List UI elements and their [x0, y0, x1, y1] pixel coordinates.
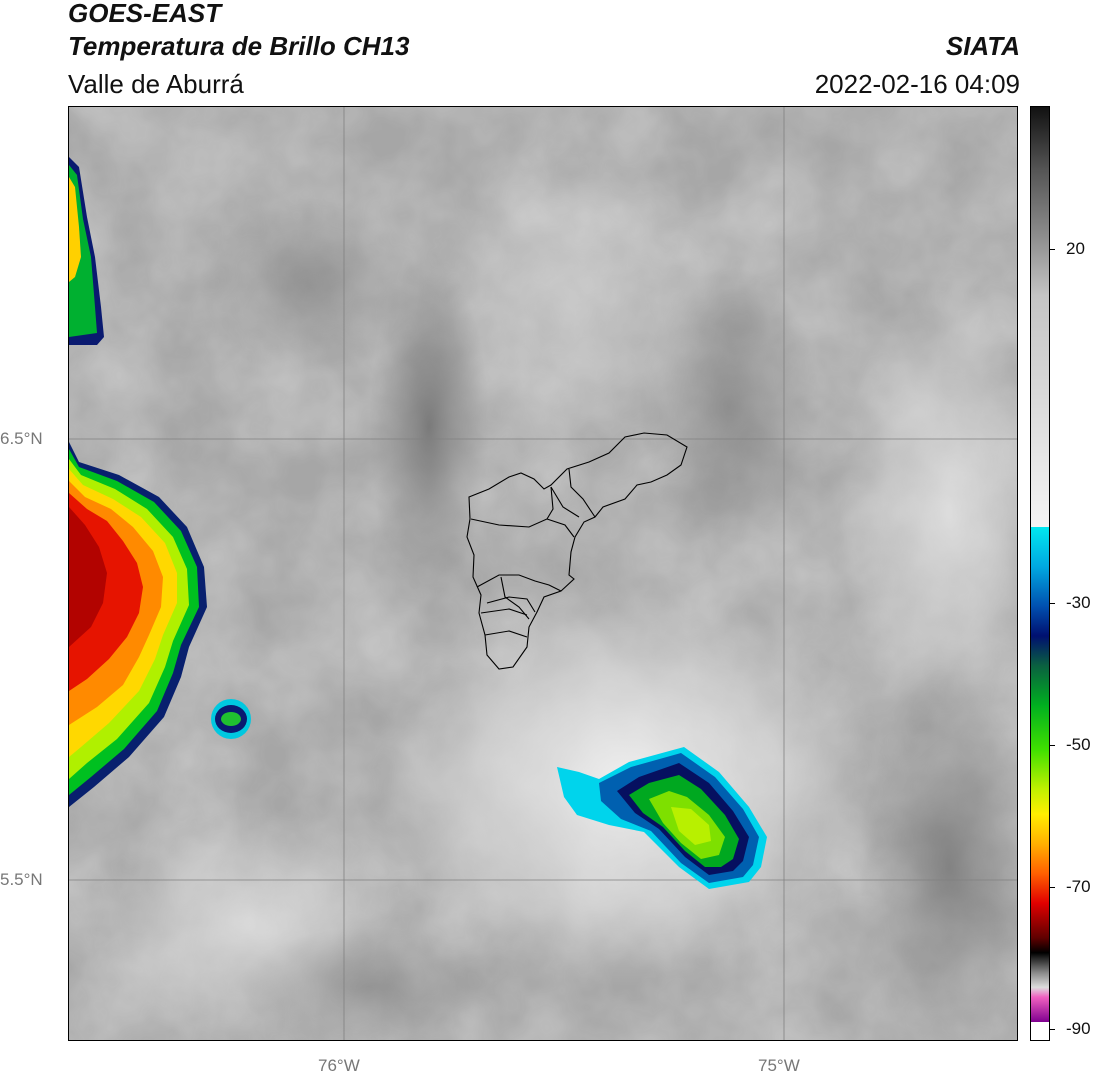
organization-label: SIATA — [945, 31, 1020, 61]
colorbar-label: 20 — [1066, 239, 1085, 258]
colorbar-tick — [1049, 603, 1055, 604]
colorbar-label: -70 — [1066, 877, 1091, 896]
dark-region — [859, 667, 1017, 1040]
colorbar-label: -90 — [1066, 1019, 1091, 1038]
lat-tick-label: 6.5°N — [0, 429, 43, 448]
aburra-valley-boundary — [466, 432, 688, 670]
timestamp-label: 2022-02-16 04:09 — [814, 69, 1020, 99]
lon-tick-label: 76°W — [318, 1056, 360, 1075]
region-label: Valle de Aburrá — [68, 69, 244, 99]
dark-region — [199, 197, 419, 377]
satellite-title: GOES-EAST — [68, 0, 222, 28]
lon-tick-label: 75°W — [758, 1056, 800, 1075]
storm-cell-small — [211, 699, 251, 739]
colorbar-tick — [1049, 745, 1055, 746]
colorbar-tick — [1049, 887, 1055, 888]
colorbar-tick — [1049, 249, 1055, 250]
dark-region — [369, 257, 489, 597]
colorbar-tick — [1049, 1029, 1055, 1030]
dark-region — [639, 267, 819, 547]
colorbar-label: -50 — [1066, 735, 1091, 754]
colorbar — [1030, 106, 1050, 1041]
lat-tick-label: 5.5°N — [0, 870, 43, 889]
storm-cell-southeast — [557, 747, 767, 889]
storm-cell-northwest — [69, 157, 104, 345]
product-title: Temperatura de Brillo CH13 — [68, 31, 410, 61]
satellite-map[interactable] — [68, 106, 1018, 1041]
light-region — [839, 287, 1017, 727]
storm-cell-west — [69, 442, 207, 807]
colorbar-label: -30 — [1066, 593, 1091, 612]
dark-region — [239, 927, 499, 1040]
